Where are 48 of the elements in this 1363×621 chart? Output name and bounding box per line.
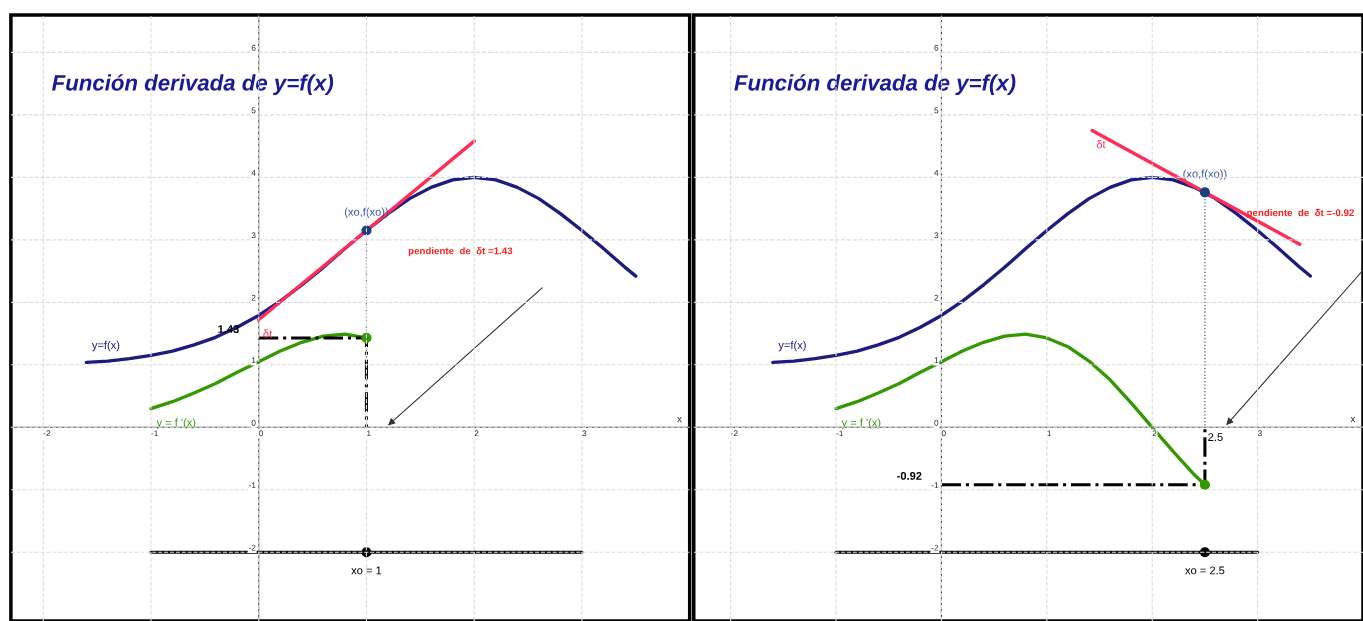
y-tick-label: 5: [251, 107, 256, 114]
series-label: y=f(x): [778, 340, 806, 352]
x-tick-label: -1: [151, 430, 158, 437]
x-axis-title: x: [677, 417, 682, 423]
x-tick-label: 1: [367, 430, 371, 437]
annotation: (xo,f(xo)): [344, 207, 388, 218]
x-tick-label: 2: [474, 430, 479, 437]
x-tick-label: 3: [1257, 430, 1262, 437]
x-tick-label: 2: [1152, 430, 1157, 437]
y-tick-label: 3: [251, 232, 256, 239]
x-tick-label: 3: [582, 430, 587, 437]
y-tick-label: 4: [934, 169, 939, 176]
y-tick-label: 3: [934, 232, 939, 239]
annotation: 2.5: [1208, 433, 1223, 442]
annotation: xo = 1: [351, 566, 382, 575]
x-tick-label: 0: [941, 430, 946, 437]
text: Función derivada de y=f(x): [734, 74, 1016, 96]
y-tick-label: 2: [934, 294, 939, 301]
y-tick-label: 5: [934, 107, 939, 114]
text: Función derivada de y=f(x): [52, 74, 334, 96]
y-tick-label: 6: [251, 44, 256, 51]
y-tick-label: 1: [251, 357, 256, 364]
x-tick-label: -2: [731, 430, 738, 437]
y-tick-label: 4: [251, 169, 256, 176]
annotation: pendiente de δt =-0.92: [1247, 209, 1354, 219]
series-label: δt: [1096, 140, 1106, 149]
y-tick-label: 2: [251, 294, 256, 301]
y-tick-label: -1: [248, 482, 256, 489]
y-tick-label: -2: [248, 544, 256, 551]
y-tick-label: -2: [931, 544, 939, 551]
x-axis-title: x: [1350, 417, 1356, 423]
y-tick-label: 6: [934, 44, 939, 51]
series-label: y = f '(x): [841, 418, 881, 429]
x-tick-label: 1: [1047, 430, 1052, 437]
y-tick-label: 0: [251, 419, 256, 426]
x-tick-label: -2: [43, 430, 51, 437]
series-label: y=f(x): [91, 340, 120, 352]
series-label: y = f '(x): [156, 418, 196, 429]
annotation: pendiente de δt =1.43: [408, 247, 513, 257]
annotation: -0.92: [897, 471, 922, 480]
y-tick-label: -1: [931, 482, 939, 489]
series-label: δt: [263, 329, 273, 338]
y-tick-label: 0: [934, 419, 939, 426]
x-tick-label: 0: [259, 430, 264, 437]
y-tick-label: 1: [934, 357, 939, 364]
x-tick-label: -1: [836, 430, 844, 437]
annotation: (xo,f(xo)): [1183, 169, 1227, 180]
annotation: xo = 2.5: [1185, 566, 1225, 575]
